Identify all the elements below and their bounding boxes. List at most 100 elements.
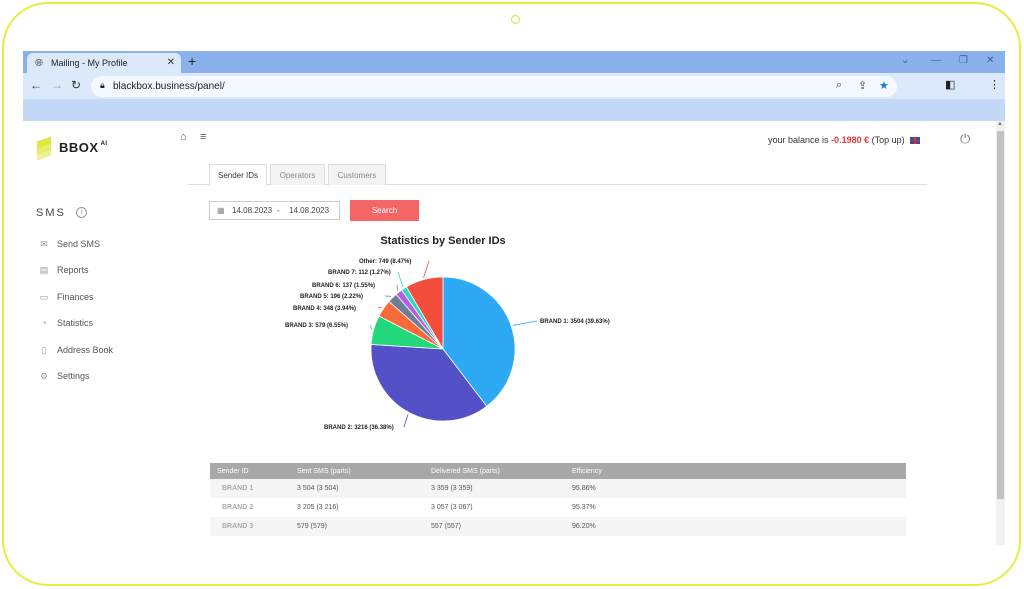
date-range-input[interactable]: ▦ 14.08.2023 - 14.08.2023: [209, 201, 340, 220]
home-icon[interactable]: ⌂: [180, 131, 187, 143]
bookmarks-strip: [23, 99, 1005, 121]
star-icon[interactable]: ★: [879, 80, 889, 92]
globe-icon: 🌐︎: [35, 58, 43, 69]
camera-icon: [511, 15, 520, 24]
hamburger-menu-icon[interactable]: ≡: [200, 131, 207, 143]
more-menu-icon[interactable]: ⋮: [989, 79, 1000, 91]
tab-title: Mailing - My Profile: [51, 58, 128, 68]
pie-chart: BRAND 1: 3504 (39.63%) BRAND 2: 3216 (36.…: [285, 259, 610, 431]
sidebar-item-reports[interactable]: ▤ Reports: [38, 265, 89, 276]
date-separator: -: [277, 206, 280, 215]
new-tab-icon[interactable]: +: [188, 53, 197, 69]
pie-connector-line: [513, 320, 538, 326]
sidebar-item-label: Send SMS: [57, 239, 101, 249]
topup-link[interactable]: (Top up): [871, 135, 905, 145]
reload-icon[interactable]: ↻: [71, 78, 82, 92]
sidebar-item-label: Statistics: [57, 318, 94, 328]
pie-connector-line: [397, 271, 404, 287]
table-cell: 95.37%: [572, 504, 596, 511]
browser-toolbar: ← → ↻ 🔒︎ blackbox.business/panel/ ⌕ ⇪ ★ …: [23, 73, 1005, 99]
sidebar-item-label: Finances: [57, 292, 94, 302]
column-header[interactable]: Sent SMS (parts): [290, 463, 424, 479]
book-icon: ▯: [41, 345, 47, 355]
pie-connector-line: [369, 324, 373, 330]
stats-tabs: Sender IDs Operators Customers: [188, 164, 927, 186]
uk-flag-icon[interactable]: [910, 137, 920, 144]
info-icon[interactable]: i: [76, 207, 87, 218]
browser-tab[interactable]: 🌐︎ Mailing - My Profile ✕: [27, 53, 181, 73]
sidebar-item-finances[interactable]: ▭ Finances: [38, 292, 94, 303]
scrollbar[interactable]: ▲: [996, 121, 1005, 545]
tab-operators[interactable]: Operators: [270, 164, 325, 185]
close-window-icon[interactable]: ✕: [986, 55, 995, 66]
forward-icon[interactable]: →: [51, 78, 63, 92]
table-row: BRAND 1 3 504 (3 504) 3 359 (3 359) 95.8…: [210, 479, 906, 498]
pie-data-label: BRAND 4: 348 (3.94%): [293, 306, 356, 312]
sidebar-item-address-book[interactable]: ▯ Address Book: [38, 345, 114, 356]
table-cell: 579 (579): [290, 517, 424, 536]
table-cell: 3 359 (3 359): [424, 479, 565, 498]
side-panel-icon[interactable]: ◧: [945, 79, 956, 91]
tab-customers[interactable]: Customers: [328, 164, 386, 185]
pie-data-label: BRAND 3: 579 (6.55%): [285, 323, 348, 329]
back-icon[interactable]: ←: [30, 78, 42, 92]
sidebar-item-label: Reports: [57, 265, 89, 275]
table-row: BRAND 3 579 (579) 557 (557) 96.20%: [210, 517, 906, 536]
close-tab-icon[interactable]: ✕: [166, 57, 175, 68]
scrollbar-thumb[interactable]: [997, 131, 1004, 499]
share-icon[interactable]: ⇪: [858, 80, 868, 92]
url-text: blackbox.business/panel/: [113, 81, 225, 92]
logo-sup: AI: [100, 140, 108, 147]
tab-bar: 🌐︎ Mailing - My Profile ✕ + ⌄ — ❐ ✕: [23, 51, 1005, 73]
pie-data-label: BRAND 6: 137 (1.55%): [312, 283, 375, 289]
table-cell: BRAND 2: [222, 504, 254, 511]
sidebar-item-statistics[interactable]: ◔ Statistics: [38, 318, 93, 328]
pie-connector-line: [403, 414, 409, 428]
gear-icon: ⚙: [39, 371, 49, 381]
table-cell: 3 205 (3 216): [297, 504, 339, 511]
pie-data-label: BRAND 2: 3216 (36.38%): [324, 425, 394, 431]
sidebar-item-label: Settings: [57, 371, 90, 381]
scroll-up-icon[interactable]: ▲: [997, 121, 1003, 127]
pie-data-label: BRAND 1: 3504 (39.63%): [540, 319, 610, 325]
document-icon: ▤: [39, 265, 49, 275]
table-cell: 557 (557): [424, 517, 565, 536]
chevron-down-icon[interactable]: ⌄: [901, 55, 910, 66]
table-cell: 3 057 (3 067): [431, 504, 473, 511]
sidebar-item-send-sms[interactable]: ✉ Send SMS: [38, 239, 100, 250]
table-cell: 3 504 (3 504): [290, 479, 424, 498]
table-cell: BRAND 1: [210, 479, 290, 498]
tab-sender-ids[interactable]: Sender IDs: [209, 164, 267, 186]
pie-slice-brand-1[interactable]: [442, 276, 516, 407]
column-header[interactable]: Sender ID: [210, 463, 290, 479]
pie-connector-line: [423, 260, 430, 278]
pie-chart-icon: ◔: [41, 318, 47, 328]
pie-connector-line: [377, 306, 382, 309]
zoom-icon[interactable]: ⌕: [836, 79, 843, 91]
date-to: 14.08.2023: [289, 206, 330, 215]
balance-prefix: your balance is: [768, 135, 829, 145]
sidebar-item-label: Address Book: [57, 345, 114, 355]
calendar-icon: ▦: [217, 206, 225, 215]
restore-icon[interactable]: ❐: [959, 55, 968, 66]
logo-text: BBOX: [59, 140, 99, 155]
lock-icon: 🔒︎: [100, 80, 105, 90]
address-bar[interactable]: 🔒︎ blackbox.business/panel/ ⌕ ⇪ ★: [91, 76, 897, 97]
sidebar-item-settings[interactable]: ⚙ Settings: [38, 371, 90, 382]
wallet-icon: ▭: [39, 292, 49, 302]
column-header[interactable]: Delivered SMS (parts): [424, 463, 565, 479]
page-content: ▲ BBOX AI ⌂ ≡ your balance is -0.1980 € (…: [23, 121, 1005, 545]
table-cell: BRAND 3: [210, 517, 290, 536]
table-header-row: Sender ID Sent SMS (parts) Delivered SMS…: [210, 463, 906, 479]
column-header[interactable]: Efficiency: [565, 463, 906, 479]
pie-slice-other[interactable]: [405, 276, 444, 351]
pie-slice-brand-2[interactable]: [370, 344, 488, 422]
pie-data-label: BRAND 5: 196 (2.22%): [300, 294, 363, 300]
search-button[interactable]: Search: [350, 200, 419, 221]
balance-amount: -0.1980 €: [831, 135, 870, 145]
envelope-icon: ✉: [40, 239, 48, 249]
pie-data-label: Other: 749 (8.47%): [359, 259, 411, 265]
power-icon[interactable]: ⏻: [960, 131, 971, 146]
minimize-icon[interactable]: —: [931, 55, 941, 66]
